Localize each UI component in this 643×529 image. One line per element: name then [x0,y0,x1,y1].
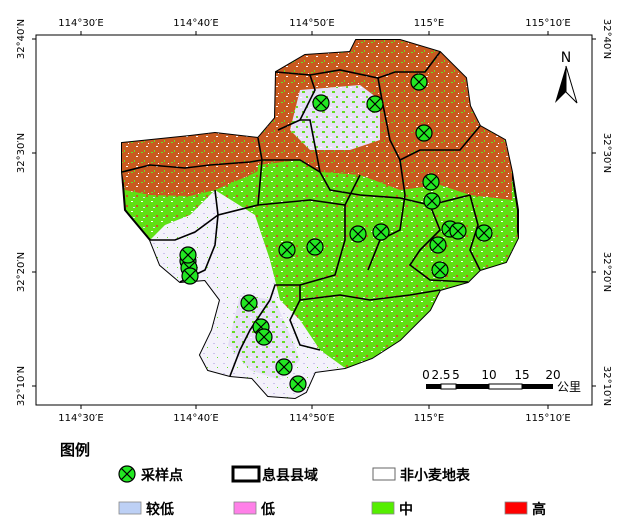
left-lat-label: 32°30′N [16,133,27,173]
top-lon-label: 114°30′E [58,18,103,29]
legend-label: 低 [260,501,275,518]
sample-point-marker [275,358,293,376]
legend-item-mid: 中 [371,501,413,518]
sample-point-marker [349,225,367,243]
legend-item-low: 低 [233,501,275,518]
legend-item-high: 高 [504,501,546,518]
township-line-12 [269,284,300,301]
legend-label: 中 [399,501,413,518]
sample-point-marker [429,236,447,254]
township-line-7 [150,214,219,241]
township-line-6 [214,159,263,216]
top-lon-label: 114°40′E [173,18,218,29]
township-line-4 [257,119,322,174]
top-lon-label: 115°E [414,18,444,29]
top-lon-label: 115°10′E [525,18,570,29]
sample-point-marker [181,267,199,285]
legend-item-nonwheat: 非小麦地表 [372,467,471,484]
left-lat-labels: 32°40′N 32°30′N 32°20′N 32°10′N [16,19,27,406]
sample-point-marker [431,261,449,279]
legend-item-lower: 较低 [118,501,174,518]
right-lat-label: 32°30′N [601,133,612,173]
legend: 图例 采样点 息县县域 非小麦地表 较低 低 [60,441,546,518]
sample-point-marker [255,328,273,346]
right-lat-label: 32°40′N [601,19,612,59]
sample-point-marker [306,238,324,256]
bottom-lon-labels: 114°30′E 114°40′E 114°50′E 115°E 115°10′… [58,413,570,424]
township-line-11 [299,205,346,286]
sample-point-marker [449,222,467,240]
township-line-5 [121,159,263,173]
township-line-13 [299,285,441,301]
sample-point-marker [289,375,307,393]
legend-label: 高 [532,501,546,518]
township-line-10 [367,159,406,271]
township-line-1 [275,71,316,131]
north-arrow-label: N [561,50,571,66]
sample-point-marker [312,94,330,112]
scale-label: 20 [545,368,560,382]
legend-label: 较低 [146,501,174,518]
nonwheat-swatch [372,467,396,481]
legend-label: 非小麦地表 [400,467,471,484]
sample-point-marker [372,223,390,241]
township-line-16 [289,299,321,351]
sample-point-icon [118,465,136,483]
township-line-14 [408,204,469,283]
sample-points [179,73,493,393]
sample-point-marker [423,192,441,210]
bottom-lon-label: 114°30′E [58,413,103,424]
legend-item-boundary: 息县县域 [231,465,318,484]
sample-point-marker [410,73,428,91]
bottom-lon-label: 114°40′E [173,413,218,424]
boundary-swatch [231,465,261,483]
sample-point-marker [475,224,493,242]
township-line-15 [469,194,481,271]
legend-title: 图例 [60,441,90,459]
scale-label: 5 [452,368,460,382]
north-arrow-icon: N [555,50,578,104]
bottom-lon-label: 114°50′E [289,413,334,424]
right-lat-label: 32°20′N [601,252,612,292]
legend-label: 息县县域 [262,467,318,484]
left-lat-label: 32°20′N [16,252,27,292]
top-lon-ticks [32,31,596,409]
township-line-17 [229,299,271,377]
right-lat-label: 32°10′N [601,366,612,406]
lower-region-west [150,190,345,398]
sample-point-marker [366,95,384,113]
bottom-lon-label: 115°10′E [525,413,570,424]
scale-bar: 0 2.5 5 10 15 20 公里 [422,368,581,394]
scale-label: 15 [514,368,529,382]
right-lat-labels: 32°40′N 32°30′N 32°20′N 32°10′N [601,19,612,406]
left-lat-label: 32°10′N [16,366,27,406]
top-lon-label: 114°50′E [289,18,334,29]
low-swatch [233,501,257,515]
scale-label: 2.5 [431,368,450,382]
top-lon-labels: 114°30′E 114°40′E 114°50′E 115°E 115°10′… [58,18,570,29]
legend-label: 采样点 [140,467,183,484]
high-swatch [504,501,528,515]
sample-point-marker [278,241,296,259]
bottom-lon-label: 115°E [414,413,444,424]
township-line-8 [257,174,361,206]
sample-point-marker [422,173,440,191]
sample-point-marker [415,124,433,142]
scale-label: 10 [481,368,496,382]
legend-item-sample: 采样点 [118,465,183,484]
sample-point-marker [179,246,197,264]
township-line-2 [309,51,441,79]
mid-swatch [371,501,395,515]
sample-point-marker [240,294,258,312]
scale-unit: 公里 [557,380,581,394]
scale-label: 0 [422,368,430,382]
left-lat-label: 32°40′N [16,19,27,59]
mid-region-center [255,160,518,368]
lower-region-central [290,85,380,150]
lower-swatch [118,501,142,515]
